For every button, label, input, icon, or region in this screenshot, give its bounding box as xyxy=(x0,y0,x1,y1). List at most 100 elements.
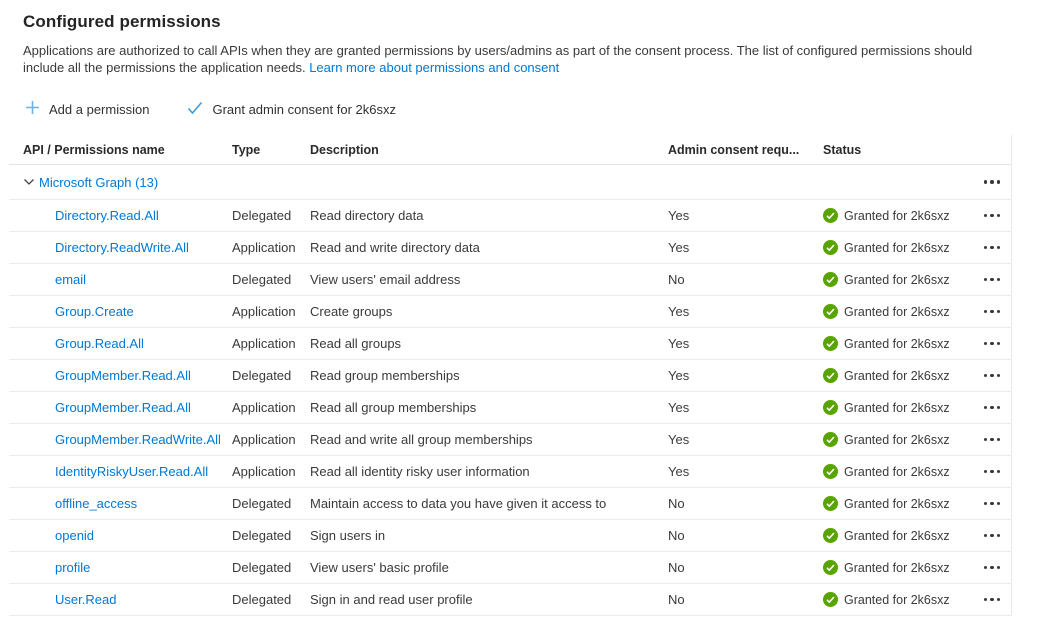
granted-check-icon xyxy=(823,368,838,383)
ellipsis-icon[interactable] xyxy=(977,170,1007,194)
permission-type: Application xyxy=(232,304,296,319)
permission-link[interactable]: Group.Read.All xyxy=(55,336,144,351)
permission-link[interactable]: email xyxy=(55,272,87,287)
row-menu-cell xyxy=(975,332,1012,356)
permission-link[interactable]: IdentityRiskyUser.Read.All xyxy=(55,464,209,479)
permission-name-cell: Directory.ReadWrite.All xyxy=(9,240,232,255)
permission-link[interactable]: openid xyxy=(55,528,95,543)
row-menu-cell xyxy=(975,300,1012,324)
ellipsis-icon[interactable] xyxy=(977,268,1007,292)
permission-rows: Directory.Read.All Delegated Read direct… xyxy=(9,200,1011,616)
permission-description: View users' basic profile xyxy=(310,560,449,575)
api-group-link[interactable]: Microsoft Graph (13) xyxy=(39,174,159,190)
add-permission-button[interactable]: Add a permission xyxy=(23,96,151,122)
permission-link[interactable]: GroupMember.ReadWrite.All xyxy=(55,432,221,447)
command-bar: Add a permission Grant admin consent for… xyxy=(23,95,1037,123)
granted-check-icon xyxy=(823,432,838,447)
admin-consent-required: No xyxy=(668,496,685,511)
ellipsis-icon[interactable] xyxy=(977,556,1007,580)
permission-link[interactable]: GroupMember.Read.All xyxy=(55,400,191,415)
status-cell: Granted for 2k6sxz xyxy=(820,336,975,351)
permission-link[interactable]: GroupMember.Read.All xyxy=(55,368,191,383)
column-header-type[interactable]: Type xyxy=(232,142,261,157)
column-header-admin-consent[interactable]: Admin consent requ... xyxy=(668,142,800,157)
admin-consent-required: Yes xyxy=(668,240,690,255)
status-cell: Granted for 2k6sxz xyxy=(820,368,975,383)
permission-description: Read group memberships xyxy=(310,368,460,383)
column-header-status[interactable]: Status xyxy=(823,142,862,157)
status-cell: Granted for 2k6sxz xyxy=(820,432,975,447)
admin-consent-required: Yes xyxy=(668,304,690,319)
permission-link[interactable]: profile xyxy=(55,560,91,575)
granted-check-icon xyxy=(823,528,838,543)
permission-description: Maintain access to data you have given i… xyxy=(310,496,607,511)
permission-link[interactable]: User.Read xyxy=(55,592,117,607)
ellipsis-icon[interactable] xyxy=(977,492,1007,516)
table-row: GroupMember.ReadWrite.All Application Re… xyxy=(9,424,1011,456)
row-menu-cell xyxy=(975,460,1012,484)
permission-name-cell: openid xyxy=(9,528,232,543)
table-row: GroupMember.Read.All Delegated Read grou… xyxy=(9,360,1011,392)
ellipsis-icon[interactable] xyxy=(977,396,1007,420)
granted-check-icon xyxy=(823,400,838,415)
ellipsis-icon[interactable] xyxy=(977,588,1007,612)
row-menu-cell xyxy=(975,588,1012,612)
row-menu-cell xyxy=(975,236,1012,260)
permission-name-cell: Directory.Read.All xyxy=(9,208,232,223)
ellipsis-icon[interactable] xyxy=(977,236,1007,260)
status-badge: Granted for 2k6sxz xyxy=(844,368,950,383)
admin-consent-required: Yes xyxy=(668,336,690,351)
granted-check-icon xyxy=(823,304,838,319)
admin-consent-required: No xyxy=(668,592,685,607)
status-cell: Granted for 2k6sxz xyxy=(820,208,975,223)
permission-type: Delegated xyxy=(232,592,292,607)
status-cell: Granted for 2k6sxz xyxy=(820,240,975,255)
permission-link[interactable]: Directory.Read.All xyxy=(55,208,159,223)
permission-link[interactable]: offline_access xyxy=(55,496,138,511)
admin-consent-required: No xyxy=(668,272,685,287)
ellipsis-icon[interactable] xyxy=(977,332,1007,356)
admin-consent-required: Yes xyxy=(668,400,690,415)
admin-consent-required: Yes xyxy=(668,432,690,447)
permission-type: Application xyxy=(232,336,296,351)
column-header-name[interactable]: API / Permissions name xyxy=(23,142,165,157)
status-badge: Granted for 2k6sxz xyxy=(844,272,950,287)
learn-more-link[interactable]: Learn more about permissions and consent xyxy=(309,59,560,75)
ellipsis-icon[interactable] xyxy=(977,524,1007,548)
permission-name-cell: email xyxy=(9,272,232,287)
granted-check-icon xyxy=(823,208,838,223)
api-group-menu-cell xyxy=(975,170,1012,194)
permission-type: Delegated xyxy=(232,528,292,543)
ellipsis-icon[interactable] xyxy=(977,428,1007,452)
table-row: offline_access Delegated Maintain access… xyxy=(9,488,1011,520)
column-header-description[interactable]: Description xyxy=(310,142,379,157)
table-row: openid Delegated Sign users in No Grante… xyxy=(9,520,1011,552)
status-cell: Granted for 2k6sxz xyxy=(820,304,975,319)
permission-link[interactable]: Group.Create xyxy=(55,304,134,319)
status-badge: Granted for 2k6sxz xyxy=(844,240,950,255)
permission-name-cell: profile xyxy=(9,560,232,575)
permission-link[interactable]: Directory.ReadWrite.All xyxy=(55,240,189,255)
table-row: Directory.Read.All Delegated Read direct… xyxy=(9,200,1011,232)
grant-admin-consent-label: Grant admin consent for 2k6sxz xyxy=(212,101,396,117)
ellipsis-icon[interactable] xyxy=(977,364,1007,388)
permission-name-cell: User.Read xyxy=(9,592,232,607)
row-menu-cell xyxy=(975,428,1012,452)
chevron-down-icon[interactable] xyxy=(23,176,35,188)
granted-check-icon xyxy=(823,560,838,575)
status-badge: Granted for 2k6sxz xyxy=(844,560,950,575)
permission-name-cell: GroupMember.Read.All xyxy=(9,400,232,415)
row-menu-cell xyxy=(975,524,1012,548)
grant-admin-consent-button[interactable]: Grant admin consent for 2k6sxz xyxy=(185,97,398,122)
ellipsis-icon[interactable] xyxy=(977,460,1007,484)
permission-type: Delegated xyxy=(232,368,292,383)
granted-check-icon xyxy=(823,592,838,607)
permission-name-cell: Group.Read.All xyxy=(9,336,232,351)
page-title: Configured permissions xyxy=(23,12,221,31)
ellipsis-icon[interactable] xyxy=(977,204,1007,228)
permission-type: Delegated xyxy=(232,272,292,287)
ellipsis-icon[interactable] xyxy=(977,300,1007,324)
permission-name-cell: GroupMember.ReadWrite.All xyxy=(9,432,232,447)
granted-check-icon xyxy=(823,464,838,479)
